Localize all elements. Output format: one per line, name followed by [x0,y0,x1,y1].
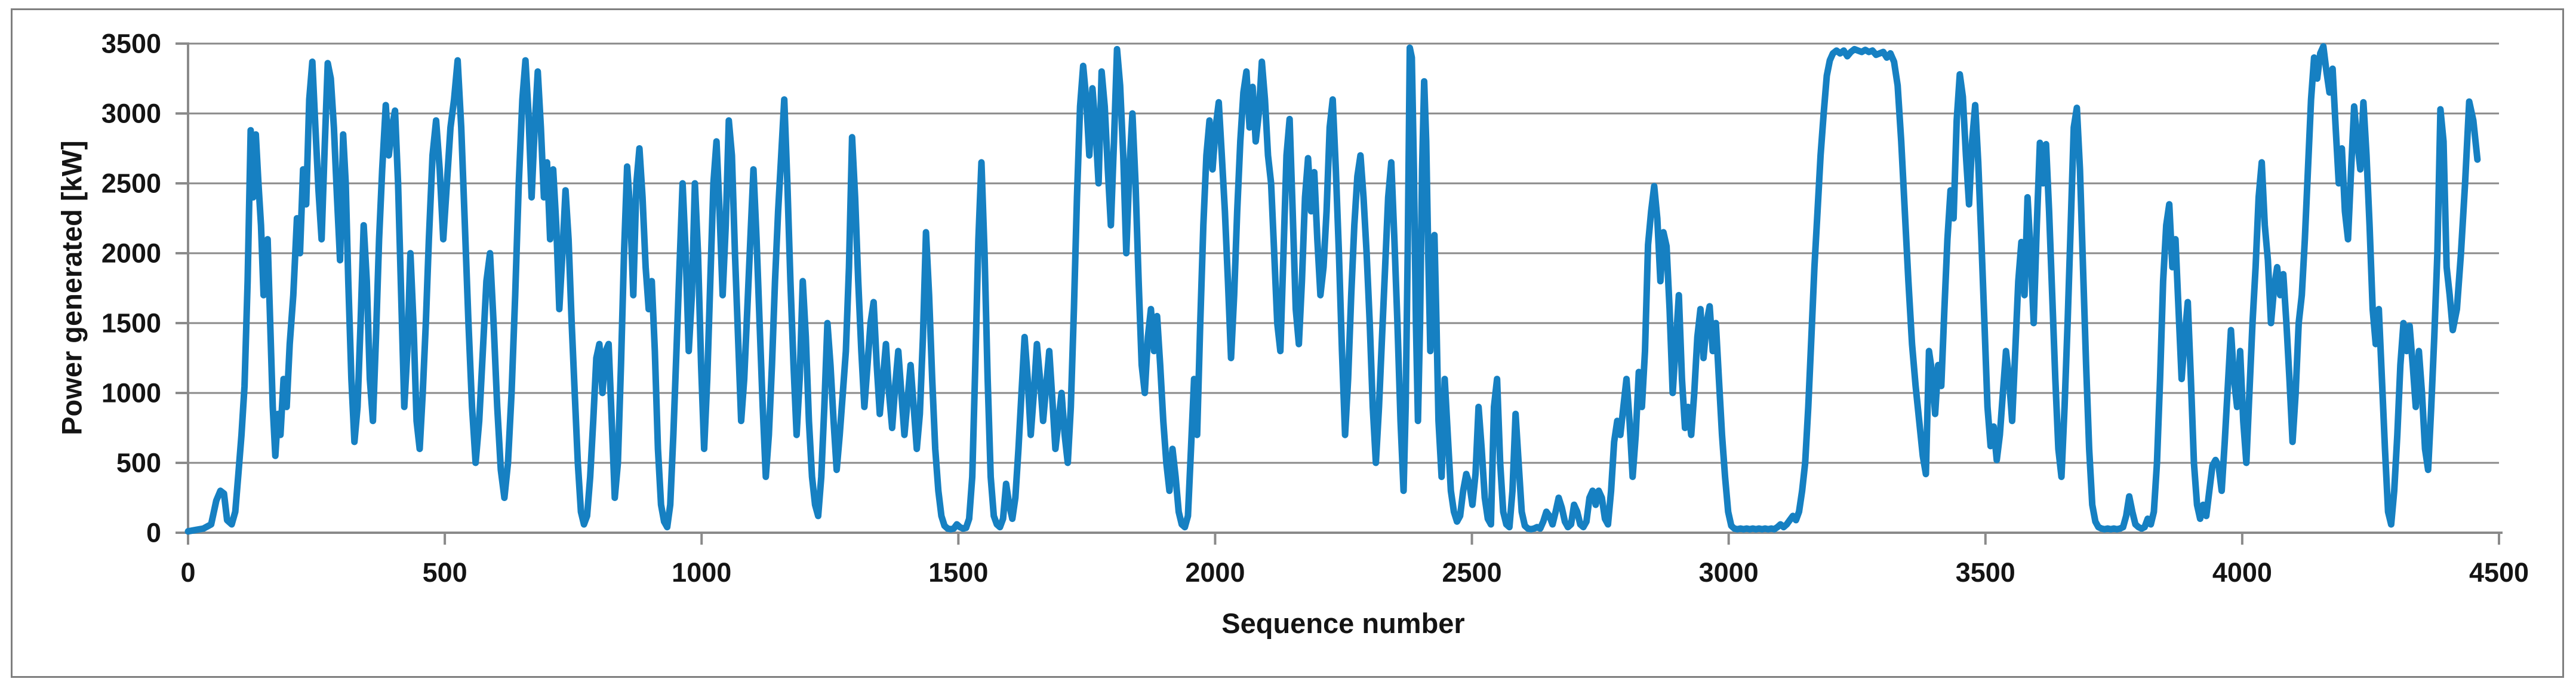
series-line [184,43,2481,535]
y-tick-label: 0 [146,517,161,548]
x-tick-label: 0 [180,557,196,588]
y-tick-label: 2500 [101,168,161,199]
y-tick-label: 500 [116,447,161,478]
y-tick-label: 1500 [101,308,161,339]
y-tick-label: 3000 [101,98,161,129]
x-tick-label: 2500 [1442,557,1502,588]
x-tick-label: 1000 [672,557,732,588]
y-axis-title: Power generated [kW] [56,140,88,435]
x-tick-label: 3500 [1955,557,2015,588]
x-tick-label: 4000 [2212,557,2272,588]
x-tick-label: 2000 [1185,557,1245,588]
x-tick-label: 3000 [1698,557,1759,588]
x-tick-label: 1500 [928,557,989,588]
y-tick-label: 2000 [101,238,161,269]
y-tick-label: 3500 [101,28,161,59]
y-tick-label: 1000 [101,377,161,408]
x-tick-label: 4500 [2469,557,2529,588]
x-axis-title: Sequence number [1221,607,1465,639]
x-tick-label: 500 [422,557,467,588]
